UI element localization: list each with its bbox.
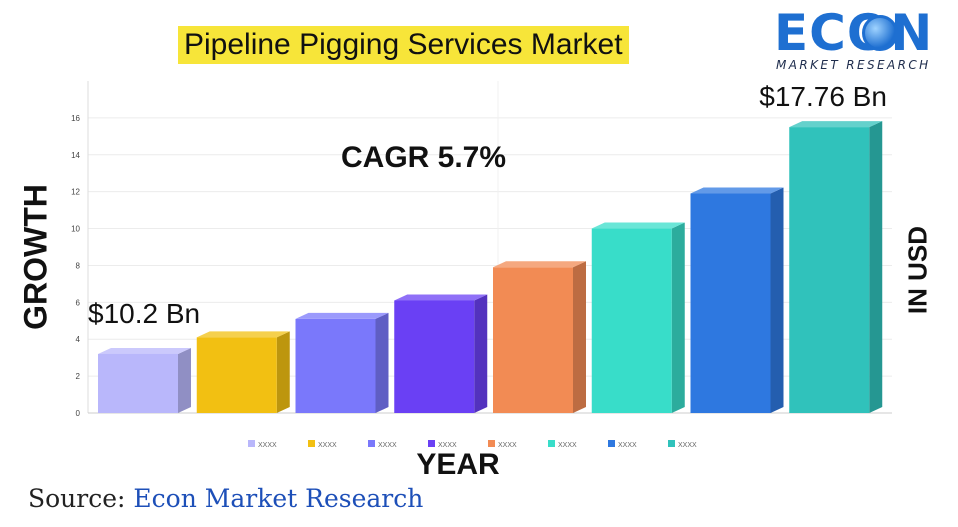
source-prefix: Source: bbox=[28, 484, 134, 513]
bar bbox=[493, 267, 573, 413]
y-tick-label: 0 bbox=[76, 409, 81, 418]
bar bbox=[591, 228, 672, 413]
y-tick-label: 6 bbox=[76, 298, 81, 307]
legend-swatch bbox=[488, 440, 495, 447]
start-value-annotation: $10.2 Bn bbox=[88, 297, 201, 329]
econ-logo: ECON MARKET RESEARCH bbox=[772, 6, 948, 72]
y-tick-label: 16 bbox=[71, 114, 80, 123]
bar-top bbox=[789, 121, 883, 128]
y-tick-label: 4 bbox=[76, 335, 81, 344]
legend-label: XXXX bbox=[498, 442, 517, 449]
bar bbox=[196, 337, 277, 413]
bar bbox=[789, 127, 870, 413]
legend-label: XXXX bbox=[678, 442, 697, 449]
bar-top bbox=[394, 294, 488, 301]
bar-side bbox=[770, 187, 784, 413]
bar-side bbox=[276, 331, 290, 413]
legend-swatch bbox=[308, 440, 315, 447]
bar-side bbox=[178, 347, 191, 413]
legend-label: XXXX bbox=[558, 442, 577, 449]
y-tick-label: 12 bbox=[71, 188, 80, 197]
bar-side bbox=[869, 121, 883, 413]
x-axis-label: YEAR bbox=[416, 448, 500, 481]
legend-swatch bbox=[668, 440, 675, 447]
y-tick-label: 2 bbox=[76, 372, 81, 381]
y-axis-label: GROWTH bbox=[17, 184, 54, 330]
y-tick-label: 10 bbox=[71, 225, 80, 234]
y-tick-label: 14 bbox=[71, 151, 80, 160]
bar-top bbox=[295, 312, 389, 319]
bar-top bbox=[591, 222, 685, 229]
bar-top bbox=[493, 261, 586, 268]
legend-swatch bbox=[428, 440, 435, 447]
bar bbox=[98, 353, 178, 413]
source-link[interactable]: Econ Market Research bbox=[133, 484, 424, 513]
bar bbox=[295, 318, 376, 413]
bar bbox=[690, 193, 771, 413]
cagr-label: CAGR 5.7% bbox=[341, 141, 507, 174]
legend-label: XXXX bbox=[378, 442, 397, 449]
legend-swatch bbox=[368, 440, 375, 447]
legend-label: XXXX bbox=[618, 442, 637, 449]
legend-label: XXXX bbox=[258, 442, 277, 449]
bar-side bbox=[573, 261, 586, 413]
legend-label: XXXX bbox=[318, 442, 337, 449]
bar-top bbox=[98, 347, 191, 354]
bar bbox=[394, 300, 475, 413]
logo-word: ECON bbox=[774, 4, 934, 62]
legend-swatch bbox=[608, 440, 615, 447]
right-axis-label: IN USD bbox=[902, 225, 933, 315]
globe-chart-icon bbox=[862, 15, 898, 51]
chart-title: Pipeline Pigging Services Market bbox=[178, 26, 629, 64]
source-line: Source: Econ Market Research bbox=[28, 484, 423, 513]
legend-label: XXXX bbox=[438, 442, 457, 449]
legend-swatch bbox=[248, 440, 255, 447]
end-value-annotation: $17.76 Bn bbox=[759, 81, 887, 113]
bar-side bbox=[671, 222, 685, 413]
bar-side bbox=[474, 294, 488, 413]
legend-swatch bbox=[548, 440, 555, 447]
y-tick-label: 8 bbox=[76, 261, 81, 270]
bar-top bbox=[196, 331, 290, 338]
bar-side bbox=[375, 312, 389, 413]
logo-subtitle: MARKET RESEARCH bbox=[776, 58, 931, 72]
bar-top bbox=[690, 187, 784, 194]
